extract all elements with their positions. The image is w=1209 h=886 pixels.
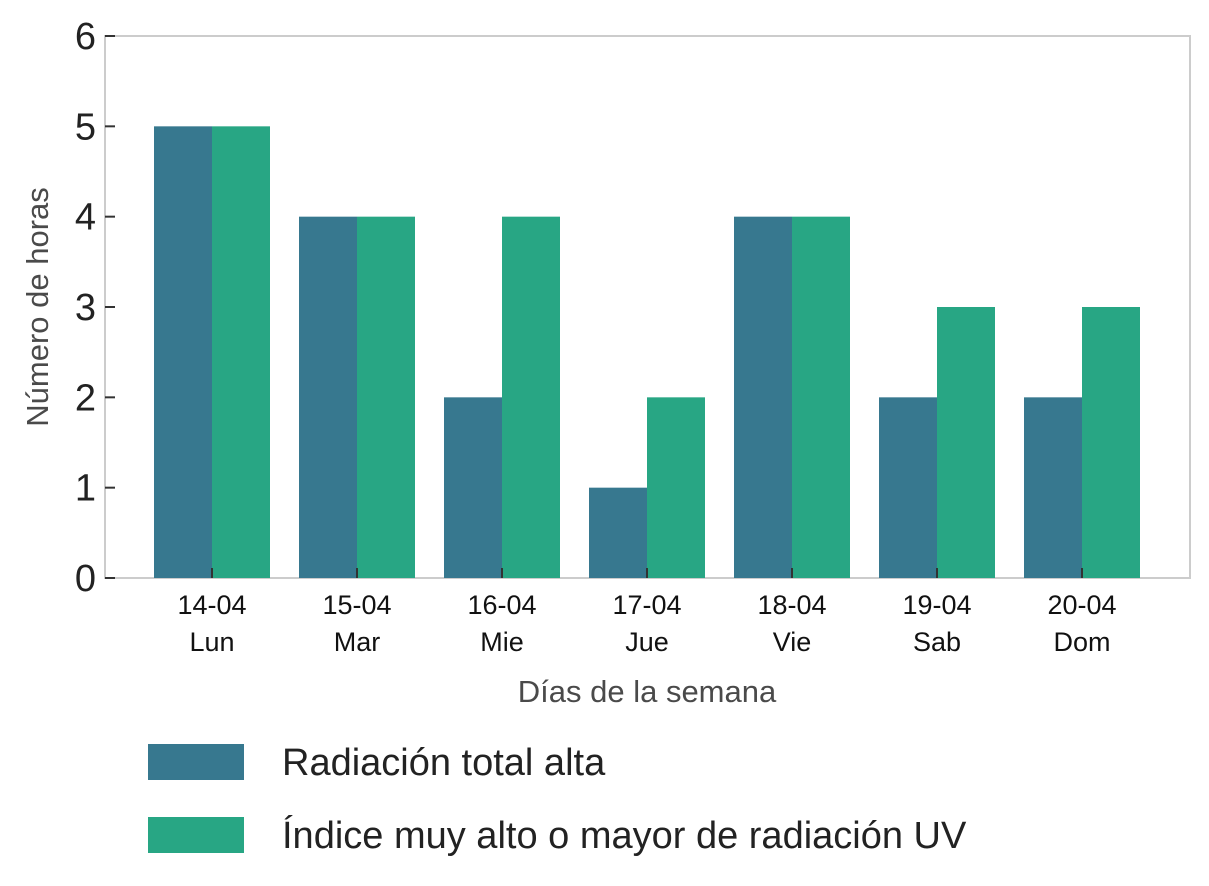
bar-dom-series-2 xyxy=(1082,307,1140,578)
x-tick-label-date: 18-04 xyxy=(757,590,826,620)
x-axis-ticks: 14-04 Lun 15-04 Mar 16-04 Mie 17-04 Jue 18-04 Vie… xyxy=(177,568,1117,657)
y-tick-label: 1 xyxy=(75,468,96,510)
y-tick-label: 6 xyxy=(75,16,96,58)
legend-label-series-2: Índice muy alto o mayor de radiación UV xyxy=(282,814,967,857)
y-axis-title: Número de horas xyxy=(20,187,55,427)
y-tick-label: 5 xyxy=(75,106,96,148)
x-tick-label-day: Lun xyxy=(189,627,234,657)
y-tick-label: 2 xyxy=(75,377,96,419)
legend: Radiación total alta Índice muy alto o ma… xyxy=(148,742,967,857)
x-tick-label-day: Vie xyxy=(773,627,812,657)
bars-layer xyxy=(154,126,1140,578)
bar-lun-series-1 xyxy=(154,126,212,578)
bar-mar-series-2 xyxy=(357,216,415,578)
x-tick-label-date: 15-04 xyxy=(322,590,391,620)
x-axis-title: Días de la semana xyxy=(518,674,777,709)
x-tick-label-date: 14-04 xyxy=(177,590,246,620)
legend-label-series-1: Radiación total alta xyxy=(282,742,606,784)
legend-swatch-series-1 xyxy=(148,744,244,780)
bar-jue-series-2 xyxy=(647,397,705,578)
y-tick-label: 4 xyxy=(75,197,96,239)
x-tick-label-date: 19-04 xyxy=(902,590,971,620)
x-tick-label-day: Mie xyxy=(480,627,524,657)
x-tick-label-date: 16-04 xyxy=(467,590,536,620)
y-tick-label: 0 xyxy=(75,558,96,600)
bar-sab-series-1 xyxy=(879,397,937,578)
bar-sab-series-2 xyxy=(937,307,995,578)
x-tick-label-day: Mar xyxy=(334,627,381,657)
legend-swatch-series-2 xyxy=(148,817,244,853)
bar-dom-series-1 xyxy=(1024,397,1082,578)
y-tick-label: 3 xyxy=(75,287,96,329)
x-tick-label-day: Dom xyxy=(1053,627,1110,657)
x-tick-label-day: Sab xyxy=(913,627,961,657)
y-axis-ticks: 0 1 2 3 4 5 6 xyxy=(75,16,115,600)
bar-lun-series-2 xyxy=(212,126,270,578)
x-tick-label-date: 17-04 xyxy=(612,590,681,620)
bar-mie-series-1 xyxy=(444,397,502,578)
bar-vie-series-2 xyxy=(792,216,850,578)
bar-mie-series-2 xyxy=(502,216,560,578)
bar-vie-series-1 xyxy=(734,216,792,578)
bar-mar-series-1 xyxy=(299,216,357,578)
bar-jue-series-1 xyxy=(589,487,647,578)
x-tick-label-date: 20-04 xyxy=(1047,590,1116,620)
x-tick-label-day: Jue xyxy=(625,627,669,657)
